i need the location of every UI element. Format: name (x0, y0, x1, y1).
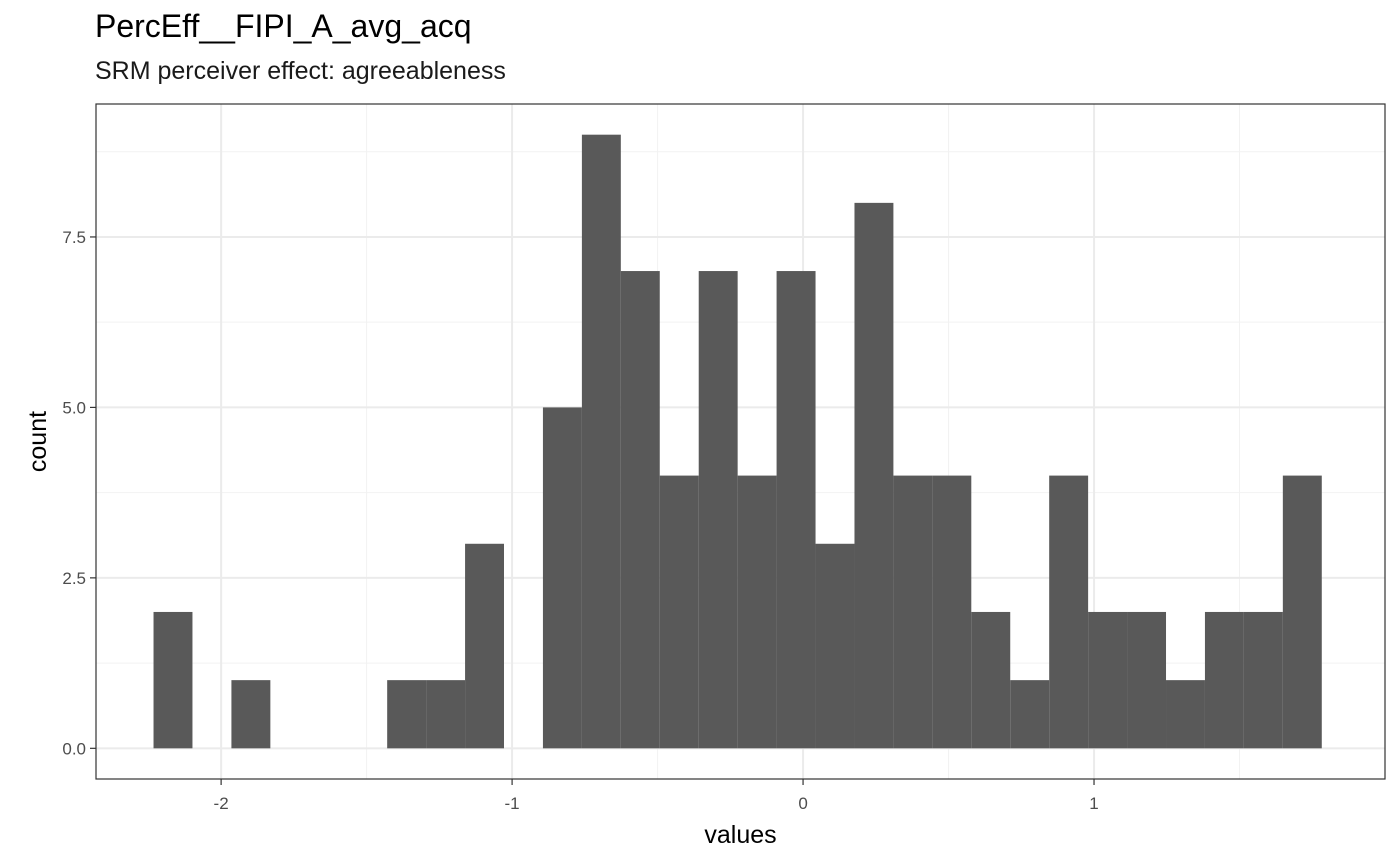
histogram-bar (1088, 611, 1128, 749)
histogram-bar (737, 475, 777, 749)
chart-title: PercEff__FIPI_A_avg_acq (95, 8, 472, 44)
histogram-bar (971, 611, 1011, 749)
histogram-bar (1010, 680, 1050, 749)
histogram-bar (620, 271, 660, 749)
histogram-bar (659, 475, 699, 749)
histogram-bar (1049, 475, 1089, 749)
histogram-bar (387, 680, 427, 749)
histogram-bar (854, 202, 894, 749)
histogram-bars (153, 134, 1322, 749)
histogram-bar (426, 680, 466, 749)
axes: -2 -1 0 1 0.0 2.5 5.0 7.5 (62, 228, 1098, 813)
y-tick-label: 7.5 (62, 228, 86, 247)
x-axis-title: values (704, 821, 776, 849)
y-tick-label: 5.0 (62, 398, 86, 417)
histogram-bar (1166, 680, 1205, 749)
x-tick-label: 1 (1089, 794, 1098, 813)
histogram-bar (153, 611, 193, 749)
histogram-bar (893, 475, 933, 749)
x-tick-label: -1 (505, 794, 520, 813)
histogram-bar (542, 407, 582, 749)
x-tick-label: 0 (798, 794, 807, 813)
y-tick-label: 0.0 (62, 739, 86, 758)
histogram-bar (1282, 475, 1322, 749)
histogram-bar (1204, 611, 1244, 749)
histogram-bar (815, 543, 855, 749)
x-tick-label: -2 (214, 794, 229, 813)
histogram-bar (581, 134, 621, 749)
y-axis-title: count (24, 411, 52, 472)
histogram-bar (465, 543, 504, 749)
grid-lines (96, 104, 1385, 779)
y-tick-label: 2.5 (62, 569, 86, 588)
histogram-bar (698, 271, 738, 749)
chart-subtitle: SRM perceiver effect: agreeableness (95, 57, 506, 85)
histogram-bar (932, 475, 972, 749)
panel-border (95, 103, 1386, 780)
histogram-bar (231, 680, 271, 749)
histogram-bar (1243, 611, 1283, 749)
histogram-bar (1127, 611, 1167, 749)
histogram-bar (776, 271, 816, 749)
